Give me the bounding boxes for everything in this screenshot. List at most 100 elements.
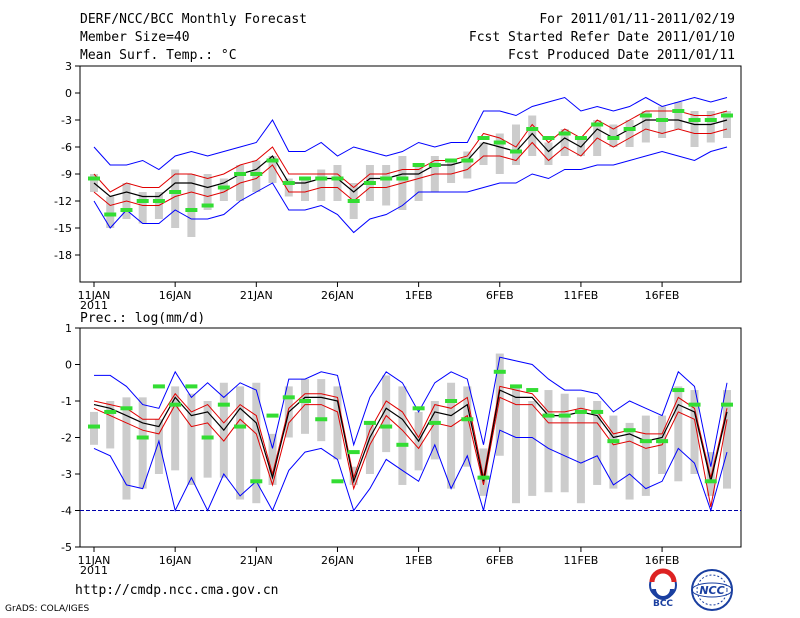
temp-ytick-label: -12 bbox=[54, 195, 72, 208]
temp-ytick-label: -15 bbox=[54, 222, 72, 235]
fcst-produced-date: Fcst Produced Date 2011/01/11 bbox=[508, 48, 735, 63]
prec-xtick-label: 21JAN bbox=[240, 554, 273, 567]
temp-member-bar bbox=[284, 178, 293, 197]
temp-member-bar bbox=[219, 178, 228, 201]
prec-ytick-label: 0 bbox=[65, 359, 72, 372]
prec-observed-marker bbox=[493, 369, 506, 374]
temp-observed-marker bbox=[574, 136, 587, 140]
prec-observed-marker bbox=[721, 402, 733, 407]
temp-observed-marker bbox=[347, 199, 360, 203]
prec-member-bar bbox=[268, 433, 277, 485]
prec-xtick-label: 11FEB bbox=[564, 554, 599, 567]
temp-observed-marker bbox=[607, 136, 620, 140]
prec-observed-marker bbox=[672, 388, 685, 393]
prec-observed-marker bbox=[396, 442, 409, 447]
prec-member-bar bbox=[576, 397, 585, 504]
prec-observed-marker bbox=[461, 417, 474, 422]
temp-member-bar bbox=[106, 196, 115, 228]
temp-observed-marker bbox=[412, 163, 425, 167]
temp-member-bar bbox=[706, 111, 715, 143]
temp-member-bar bbox=[463, 151, 472, 179]
prec-member-bar bbox=[382, 375, 391, 453]
temp-observed-marker bbox=[266, 158, 279, 163]
temp-observed-marker bbox=[396, 176, 409, 181]
prec-observed-marker bbox=[380, 424, 393, 429]
prec-member-bar bbox=[463, 386, 472, 467]
prec-xtick-label: 11JAN bbox=[78, 554, 111, 567]
temp-ytick-label: 0 bbox=[65, 87, 72, 100]
prec-ytick-label: -3 bbox=[61, 468, 72, 481]
prec-member-bar bbox=[609, 415, 618, 489]
prec-observed-marker bbox=[639, 439, 652, 444]
temp-observed-marker bbox=[331, 176, 344, 181]
prec-observed-marker bbox=[315, 417, 328, 422]
temp-observed-marker bbox=[493, 140, 506, 145]
temp-observed-marker bbox=[656, 118, 669, 122]
temp-member-bar bbox=[560, 129, 569, 156]
temp-observed-marker bbox=[477, 136, 490, 140]
source-url[interactable]: http://cmdp.ncc.cma.gov.cn bbox=[75, 583, 279, 598]
temp-member-bar bbox=[382, 165, 391, 206]
temp-observed-marker bbox=[234, 172, 247, 176]
temp-observed-marker bbox=[201, 203, 214, 208]
prec-member-bar bbox=[593, 401, 602, 485]
temp-observed-marker bbox=[88, 176, 100, 181]
prec-observed-marker bbox=[266, 413, 279, 418]
temp-ytick-label: -6 bbox=[61, 141, 72, 154]
temp-member-bar bbox=[301, 178, 309, 201]
member-size-label: Member Size=40 bbox=[80, 30, 190, 45]
temp-observed-marker bbox=[363, 181, 376, 185]
precip-panel-label: Prec.: log(mm/d) bbox=[80, 311, 206, 326]
temp-member-bar bbox=[723, 111, 731, 138]
ncc-logo: NCC bbox=[690, 568, 734, 612]
temp-ytick-label: 3 bbox=[65, 60, 72, 73]
temp-mean-line bbox=[93, 119, 728, 198]
temp-member-bar bbox=[690, 111, 699, 147]
temp-observed-marker bbox=[445, 158, 458, 163]
temp-member-bar bbox=[187, 174, 196, 237]
prec-observed-marker bbox=[412, 406, 425, 411]
bcc-logo-text: BCC bbox=[653, 599, 673, 608]
prec-observed-marker bbox=[88, 424, 100, 429]
prec-observed-marker bbox=[120, 406, 133, 411]
temp-member-bar bbox=[495, 133, 504, 174]
prec-xtick-label: 26JAN bbox=[321, 554, 354, 567]
temp-xtick-label: 21JAN bbox=[240, 289, 273, 302]
prec-member-bar bbox=[528, 401, 537, 496]
temp-member-bar bbox=[544, 142, 553, 165]
temp-member-bar bbox=[333, 165, 342, 201]
prec-observed-marker bbox=[282, 395, 295, 400]
temp-observed-marker bbox=[639, 113, 652, 118]
temp-observed-marker bbox=[315, 176, 328, 181]
temp-observed-marker bbox=[428, 163, 441, 167]
prec-observed-marker bbox=[542, 413, 555, 418]
prec-member-bar bbox=[301, 379, 309, 434]
prec-observed-marker bbox=[607, 439, 620, 444]
prec-xtick-label: 16FEB bbox=[645, 554, 680, 567]
prec-member-bar bbox=[365, 422, 374, 474]
prec-observed-marker bbox=[688, 402, 701, 407]
prec-observed-marker bbox=[217, 402, 230, 407]
temp-member-bar bbox=[138, 192, 147, 224]
prec-member-bar bbox=[625, 422, 634, 500]
temp-observed-marker bbox=[591, 122, 604, 127]
prec-observed-marker bbox=[347, 450, 360, 455]
temp-observed-marker bbox=[526, 127, 539, 131]
prec-observed-marker bbox=[201, 435, 214, 440]
temp-member-bar bbox=[674, 102, 683, 129]
prec-observed-marker bbox=[526, 388, 539, 393]
temp-observed-marker bbox=[542, 136, 555, 140]
temp-observed-marker bbox=[250, 172, 263, 176]
temp-observed-marker bbox=[104, 212, 117, 217]
temp-member-bar bbox=[317, 169, 326, 201]
temp-xtick-label: 11JAN bbox=[78, 289, 111, 302]
temp-year-label: 2011 bbox=[80, 299, 108, 312]
temp-xtick-label: 16FEB bbox=[645, 289, 680, 302]
prec-ytick-label: -1 bbox=[61, 395, 72, 408]
prec-member-bar bbox=[641, 415, 650, 496]
temp-member-bar bbox=[625, 120, 634, 147]
temp-ytick-label: -9 bbox=[61, 168, 72, 181]
prec-member-bar bbox=[171, 386, 180, 471]
prec-xtick-label: 6FEB bbox=[486, 554, 514, 567]
temp-observed-marker bbox=[120, 208, 133, 212]
